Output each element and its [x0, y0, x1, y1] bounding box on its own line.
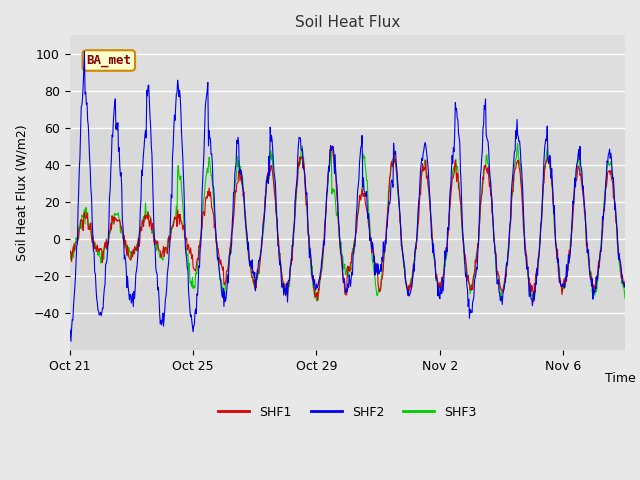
X-axis label: Time: Time	[605, 372, 636, 385]
Title: Soil Heat Flux: Soil Heat Flux	[294, 15, 400, 30]
Bar	[70, 36, 625, 128]
Legend: SHF1, SHF2, SHF3: SHF1, SHF2, SHF3	[213, 401, 481, 424]
Y-axis label: Soil Heat Flux (W/m2): Soil Heat Flux (W/m2)	[15, 124, 28, 261]
Line: SHF3: SHF3	[70, 144, 625, 301]
Text: BA_met: BA_met	[86, 54, 131, 67]
Line: SHF1: SHF1	[70, 146, 625, 301]
Line: SHF2: SHF2	[70, 51, 625, 341]
